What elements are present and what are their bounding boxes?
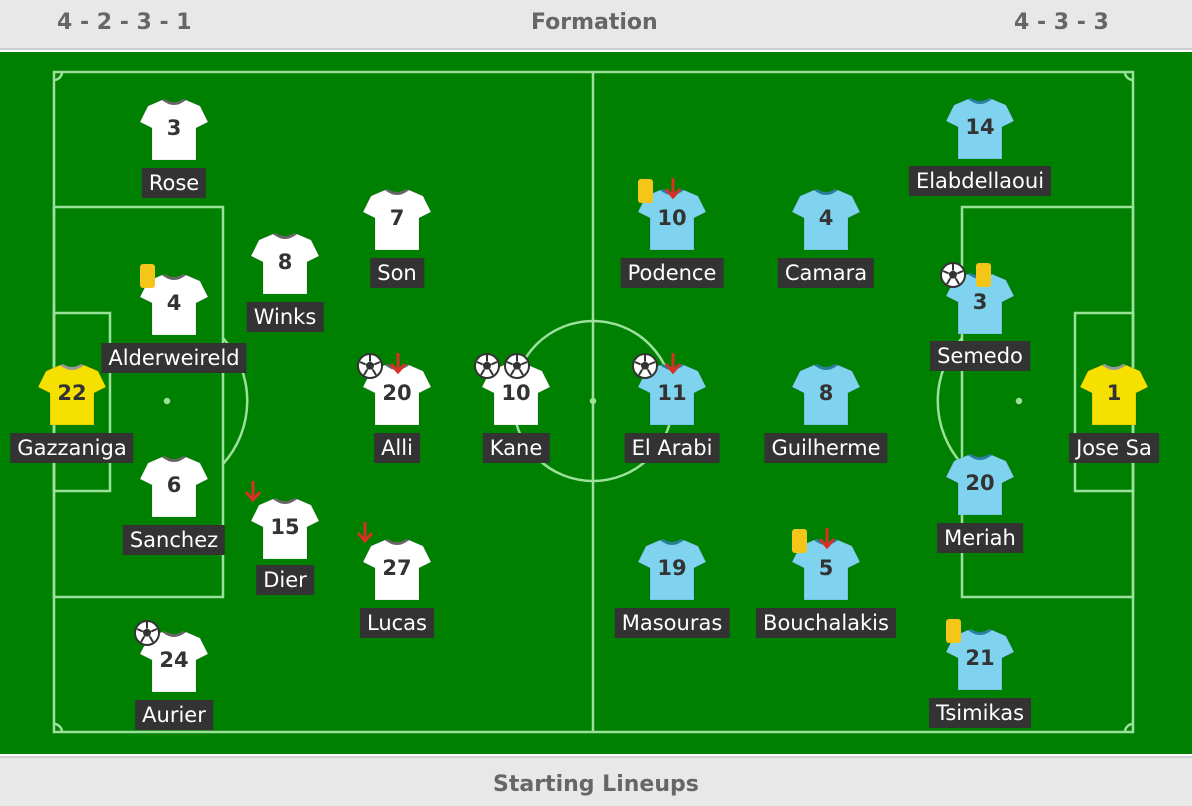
goal-icon: [474, 353, 500, 379]
shirt-number: 6: [166, 473, 182, 497]
goal-icon: [632, 353, 658, 379]
substitution-arrow-icon: [385, 351, 411, 377]
shirt-number: 3: [166, 116, 182, 140]
substitution-arrow-icon: [814, 526, 840, 552]
shirt-number: 1: [1106, 381, 1122, 405]
away-formation: 4 - 3 - 3: [1014, 10, 1109, 35]
player-name: Camara: [777, 258, 875, 288]
shirt-number: 24: [159, 648, 189, 672]
goal-icon: [504, 353, 530, 379]
shirt-icon: [945, 628, 1015, 691]
lineups-footer: Starting Lineups: [0, 756, 1192, 806]
player-name: Alderweireld: [101, 343, 247, 373]
player-name: Semedo: [930, 341, 1030, 371]
shirt-number: 15: [270, 515, 300, 539]
shirt-icon: [250, 497, 320, 560]
shirt-number: 20: [965, 471, 995, 495]
shirt-icon: [139, 630, 209, 693]
player-name: Masouras: [614, 608, 730, 638]
player-name: Bouchalakis: [756, 608, 896, 638]
home-formation: 4 - 2 - 3 - 1: [57, 10, 192, 35]
shirt-icon: [791, 363, 861, 426]
shirt-icon: [1079, 363, 1149, 426]
substitution-arrow-icon: [240, 479, 266, 505]
pitch: 3 Rose 4 Alderweireld 22 Gazzaniga 6 San…: [0, 52, 1192, 754]
player-name: Tsimikas: [928, 698, 1032, 728]
goal-icon: [357, 353, 383, 379]
shirt-icon: [945, 453, 1015, 516]
player-name: El Arabi: [624, 433, 720, 463]
player-name: Lucas: [360, 608, 434, 638]
yellow-card-icon: [940, 618, 966, 644]
footer-title: Starting Lineups: [493, 772, 699, 797]
shirt-icon: [362, 538, 432, 601]
shirt-icon: [945, 97, 1015, 160]
player-name: Elabdellaoui: [908, 166, 1052, 196]
shirt-icon: [250, 232, 320, 295]
player-name: Podence: [620, 258, 724, 288]
player-name: Winks: [246, 302, 324, 332]
yellow-card-icon: [632, 178, 658, 204]
yellow-card-icon: [786, 528, 812, 554]
shirt-icon: [791, 188, 861, 251]
shirt-number: 19: [657, 556, 687, 580]
shirt-number: 22: [57, 381, 87, 405]
player-name: Son: [370, 258, 424, 288]
shirt-number: 21: [965, 646, 995, 670]
formation-header: 4 - 2 - 3 - 1 Formation 4 - 3 - 3: [0, 0, 1192, 50]
shirt-number: 14: [965, 115, 995, 139]
shirt-icon: [139, 98, 209, 161]
shirt-icon: [37, 363, 107, 426]
shirt-icon: [139, 455, 209, 518]
substitution-arrow-icon: [352, 520, 378, 546]
formation-title: Formation: [531, 10, 658, 35]
substitution-arrow-icon: [660, 351, 686, 377]
player-name: Dier: [256, 565, 314, 595]
player-name: Meriah: [937, 523, 1023, 553]
shirt-number: 8: [277, 250, 293, 274]
shirt-number: 7: [389, 206, 405, 230]
substitution-arrow-icon: [660, 176, 686, 202]
shirt-number: 10: [501, 381, 531, 405]
shirt-number: 8: [818, 381, 834, 405]
shirt-number: 10: [657, 206, 687, 230]
shirt-number: 4: [818, 206, 834, 230]
shirt-number: 27: [382, 556, 412, 580]
shirt-number: 4: [166, 291, 182, 315]
shirt-number: 5: [818, 556, 834, 580]
player-name: Kane: [482, 433, 550, 463]
shirt-icon: [139, 273, 209, 336]
yellow-card-icon: [970, 262, 996, 288]
player-name: Gazzaniga: [10, 433, 134, 463]
player-name: Sanchez: [122, 525, 226, 555]
shirt-icon: [637, 538, 707, 601]
goal-icon: [940, 262, 966, 288]
player-name: Aurier: [135, 700, 213, 730]
shirt-number: 3: [972, 290, 988, 314]
shirt-icon: [362, 188, 432, 251]
player-name: Jose Sa: [1069, 433, 1159, 463]
shirt-number: 11: [657, 381, 687, 405]
player-name: Guilherme: [764, 433, 888, 463]
shirt-number: 20: [382, 381, 412, 405]
yellow-card-icon: [134, 263, 160, 289]
player-name: Rose: [141, 168, 207, 198]
player-name: Alli: [374, 433, 420, 463]
goal-icon: [134, 620, 160, 646]
